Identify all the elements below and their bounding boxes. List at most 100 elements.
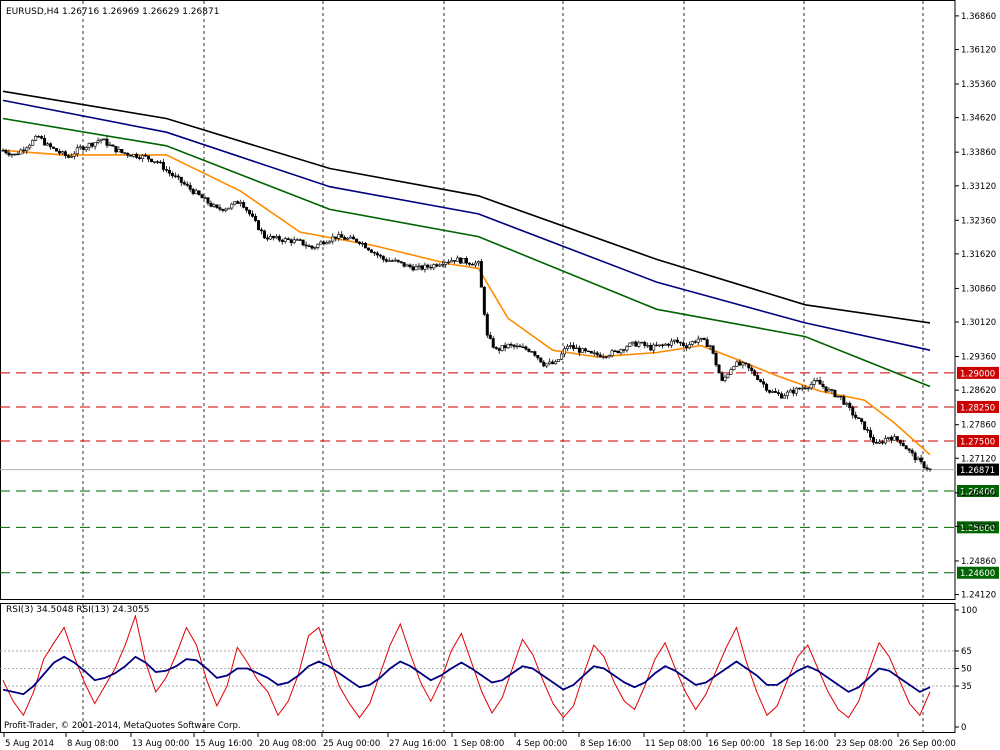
candle-body <box>63 151 67 156</box>
candle-body <box>875 442 879 444</box>
candle-body <box>251 213 255 217</box>
candle-body <box>60 151 64 154</box>
x-tick-label: 26 Sep 00:00 <box>899 739 956 749</box>
candle-body <box>652 344 656 351</box>
candle-body <box>741 362 745 366</box>
main-frame <box>0 0 956 600</box>
candle-body <box>785 391 789 397</box>
candle-body <box>482 286 486 315</box>
candle-body <box>182 182 186 185</box>
candle-body <box>729 369 733 375</box>
support-label-box <box>957 521 999 534</box>
candle-body <box>34 136 38 141</box>
candle-body <box>432 264 436 269</box>
candle-body <box>842 396 846 405</box>
candle-body <box>619 349 623 354</box>
candle-body <box>768 390 772 393</box>
candle-body <box>173 175 177 177</box>
candle-body <box>268 235 272 240</box>
candle-body <box>176 175 180 178</box>
resistance-label: 1.29000 <box>960 369 995 379</box>
candle-body <box>806 387 810 390</box>
candle-body <box>919 457 923 463</box>
candle-body <box>830 389 834 391</box>
candle-body <box>678 341 682 344</box>
candle-body <box>46 143 50 146</box>
candle-body <box>40 136 44 139</box>
candle-body <box>518 345 522 348</box>
y-tick-label: 1.35360 <box>961 80 996 90</box>
candle-body <box>824 386 828 392</box>
candle-body <box>304 244 308 247</box>
candle-body <box>658 344 662 347</box>
candle-body <box>551 361 555 365</box>
resistance-label: 1.28250 <box>960 403 995 413</box>
candle-body <box>221 208 225 211</box>
candle-body <box>111 144 115 147</box>
rsi-fast-line <box>2 614 931 719</box>
candle-body <box>52 146 56 149</box>
support-label-box <box>957 484 999 497</box>
candle-body <box>512 344 516 347</box>
candle-body <box>646 345 650 347</box>
candle-body <box>257 220 261 231</box>
candle-body <box>690 341 694 345</box>
candle-body <box>72 153 76 157</box>
candle-body <box>262 230 266 239</box>
candle-body <box>292 239 296 243</box>
candle-body <box>141 154 145 160</box>
candle-body <box>595 352 599 356</box>
candle-body <box>753 370 757 376</box>
candle-body <box>744 362 748 365</box>
time-axis: 5 Aug 2014 8 Aug 08:00 13 Aug 00:00 15 Aug … <box>3 733 956 749</box>
candle-body <box>521 346 525 349</box>
candle-body <box>191 188 195 194</box>
candle-body <box>560 353 564 360</box>
candle-body <box>684 345 688 349</box>
candle-body <box>500 345 504 351</box>
candle-body <box>554 361 558 365</box>
candle-body <box>860 418 864 422</box>
candle-body <box>358 241 362 244</box>
candle-body <box>322 241 326 245</box>
y-tick-label: 1.36120 <box>961 46 996 56</box>
candle-body <box>164 169 168 171</box>
candle-body <box>90 143 94 147</box>
y-tick-label: 1.36860 <box>961 12 996 22</box>
candle-body <box>363 242 367 249</box>
candle-body <box>441 264 445 266</box>
candle-body <box>25 147 29 151</box>
resistance-label: 1.27500 <box>960 438 995 448</box>
candle-body <box>699 337 703 340</box>
candle-body <box>791 389 795 394</box>
candle-body <box>907 448 911 451</box>
candle-body <box>13 153 17 156</box>
candle-body <box>672 339 676 342</box>
candle-body <box>738 361 742 366</box>
candle-body <box>681 342 685 346</box>
candle-body <box>4 150 8 154</box>
candle-body <box>203 197 207 199</box>
candle-body <box>717 364 721 374</box>
candle-body <box>473 262 477 266</box>
candle-body <box>93 142 97 147</box>
candle-body <box>506 343 510 349</box>
candle-body <box>417 265 421 268</box>
ma-green-line <box>2 117 931 388</box>
candle-body <box>28 144 32 149</box>
candle-body <box>664 343 668 346</box>
y-tick-label: 1.24860 <box>961 557 996 567</box>
candle-body <box>325 242 329 245</box>
candle-body <box>747 363 751 369</box>
candle-body <box>869 430 873 438</box>
candle-body <box>331 236 335 242</box>
candle-body <box>464 258 468 264</box>
candle-body <box>779 393 783 399</box>
x-tick-label: 4 Sep 00:00 <box>516 739 567 749</box>
time-grid <box>82 1 924 733</box>
candle-body <box>580 348 584 353</box>
candle-body <box>598 354 602 358</box>
candle-body <box>574 347 578 350</box>
candle-body <box>135 153 139 158</box>
candle-body <box>776 392 780 395</box>
